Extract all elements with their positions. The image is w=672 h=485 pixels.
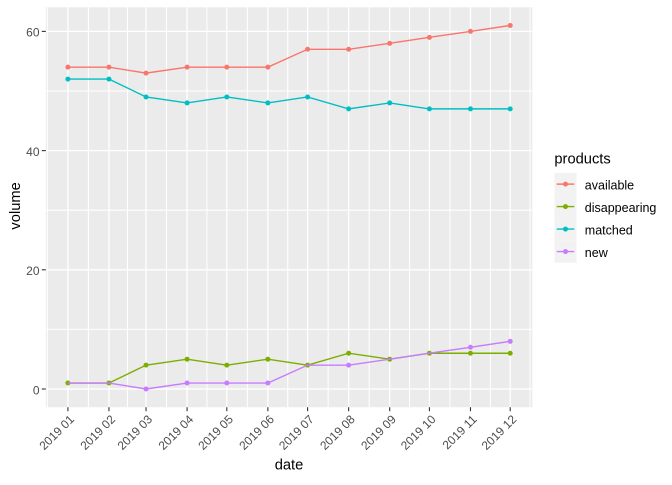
svg-text:40: 40 — [26, 145, 40, 159]
svg-text:disappearing: disappearing — [585, 201, 657, 215]
svg-text:available: available — [585, 179, 634, 193]
svg-text:20: 20 — [26, 264, 40, 278]
svg-text:new: new — [585, 246, 609, 260]
svg-text:date: date — [275, 457, 304, 473]
svg-text:products: products — [554, 151, 610, 167]
svg-text:matched: matched — [585, 224, 633, 238]
svg-text:0: 0 — [33, 383, 40, 397]
svg-text:60: 60 — [26, 26, 40, 40]
svg-text:volume: volume — [8, 182, 24, 229]
